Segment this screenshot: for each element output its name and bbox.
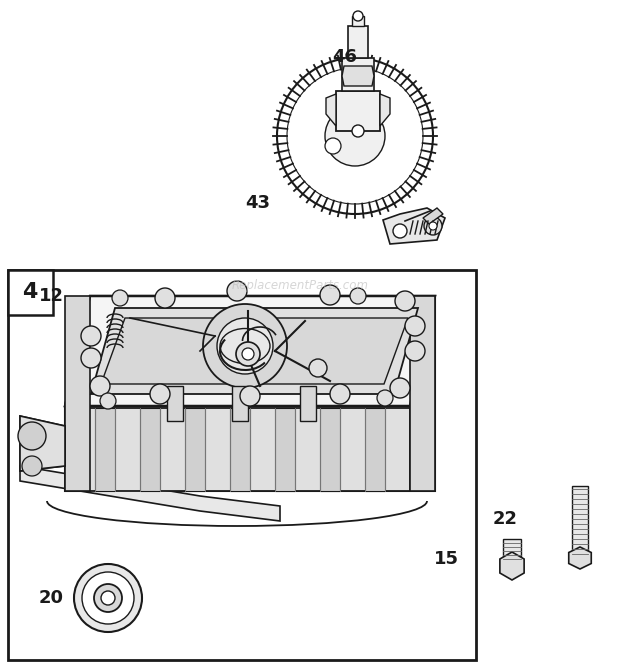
- Circle shape: [74, 564, 142, 632]
- Polygon shape: [380, 94, 390, 126]
- Bar: [503, 539, 521, 561]
- Bar: [300, 386, 316, 421]
- Circle shape: [227, 281, 247, 301]
- Circle shape: [405, 316, 425, 336]
- Text: 20: 20: [38, 589, 63, 607]
- Bar: [232, 386, 248, 421]
- Text: 12: 12: [38, 287, 63, 306]
- Circle shape: [82, 572, 134, 624]
- Bar: [8, 270, 476, 660]
- Polygon shape: [365, 408, 385, 491]
- Circle shape: [353, 11, 363, 21]
- Polygon shape: [410, 296, 435, 491]
- Polygon shape: [275, 408, 295, 491]
- Circle shape: [390, 378, 410, 398]
- Polygon shape: [65, 296, 90, 491]
- Polygon shape: [185, 408, 205, 491]
- Circle shape: [320, 285, 340, 305]
- Circle shape: [429, 222, 437, 230]
- Circle shape: [236, 342, 260, 366]
- Circle shape: [405, 341, 425, 361]
- Polygon shape: [336, 91, 380, 131]
- Circle shape: [277, 58, 433, 214]
- Circle shape: [112, 290, 128, 306]
- Circle shape: [350, 288, 366, 304]
- Circle shape: [100, 393, 116, 409]
- Polygon shape: [65, 296, 435, 406]
- Circle shape: [155, 288, 175, 308]
- Polygon shape: [500, 552, 524, 580]
- Circle shape: [81, 326, 101, 346]
- Circle shape: [240, 386, 260, 406]
- Polygon shape: [352, 16, 364, 26]
- Polygon shape: [20, 416, 65, 471]
- Polygon shape: [101, 318, 408, 384]
- Circle shape: [18, 422, 46, 450]
- Circle shape: [287, 68, 423, 204]
- Circle shape: [325, 138, 341, 154]
- Polygon shape: [20, 416, 65, 471]
- Circle shape: [22, 456, 42, 476]
- Text: 43: 43: [245, 194, 270, 212]
- Polygon shape: [95, 408, 115, 491]
- Circle shape: [393, 224, 407, 238]
- Bar: [167, 386, 183, 421]
- Polygon shape: [348, 26, 368, 58]
- Text: 15: 15: [434, 550, 459, 569]
- Circle shape: [101, 591, 115, 605]
- Polygon shape: [342, 58, 374, 91]
- Polygon shape: [65, 296, 435, 491]
- Circle shape: [309, 359, 327, 377]
- Text: 4: 4: [22, 282, 38, 302]
- Circle shape: [377, 390, 393, 406]
- Polygon shape: [569, 547, 591, 569]
- Circle shape: [395, 291, 415, 311]
- Circle shape: [203, 304, 287, 388]
- Bar: [572, 486, 588, 556]
- Circle shape: [352, 125, 364, 137]
- Circle shape: [217, 318, 273, 374]
- Polygon shape: [383, 208, 445, 244]
- Polygon shape: [342, 66, 374, 86]
- Polygon shape: [65, 408, 410, 491]
- Circle shape: [330, 384, 350, 404]
- Polygon shape: [65, 296, 435, 406]
- Polygon shape: [320, 408, 340, 491]
- Circle shape: [150, 384, 170, 404]
- Text: 46: 46: [332, 47, 356, 66]
- Text: 22: 22: [493, 510, 518, 529]
- Circle shape: [94, 584, 122, 612]
- Circle shape: [325, 106, 385, 166]
- Bar: [8, 270, 53, 315]
- Circle shape: [90, 376, 110, 396]
- Polygon shape: [140, 408, 160, 491]
- Circle shape: [81, 348, 101, 368]
- Polygon shape: [20, 466, 280, 521]
- Polygon shape: [230, 408, 250, 491]
- Polygon shape: [91, 308, 418, 394]
- Circle shape: [424, 217, 442, 235]
- Polygon shape: [423, 208, 443, 224]
- Text: ReplacementParts.com: ReplacementParts.com: [231, 280, 368, 292]
- Circle shape: [242, 348, 254, 360]
- Polygon shape: [326, 94, 336, 126]
